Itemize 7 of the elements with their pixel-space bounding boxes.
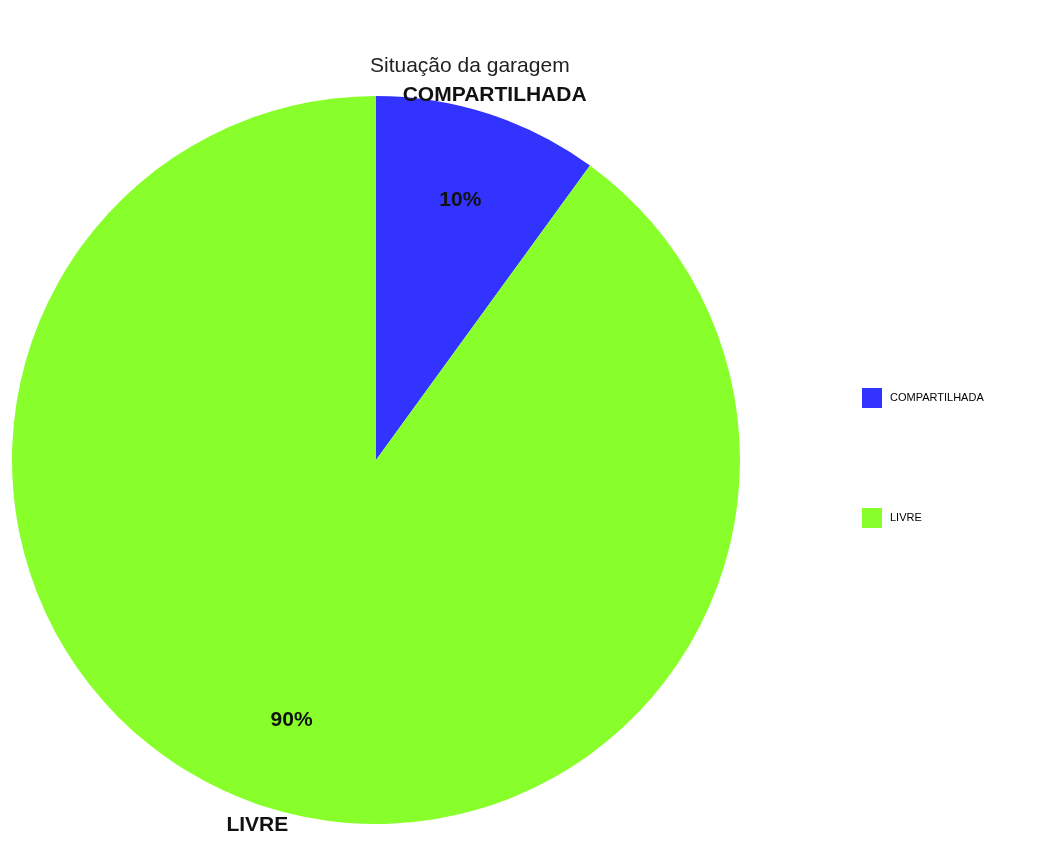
data-label: 10%	[439, 187, 482, 211]
chart-title: Situação da garagem	[370, 53, 570, 76]
data-label: 90%	[270, 706, 313, 730]
slice-label: LIVRE	[226, 812, 289, 836]
legend-label: COMPARTILHADA	[890, 391, 985, 403]
slice-label: COMPARTILHADA	[402, 81, 587, 105]
legend-label: LIVRE	[890, 511, 922, 523]
